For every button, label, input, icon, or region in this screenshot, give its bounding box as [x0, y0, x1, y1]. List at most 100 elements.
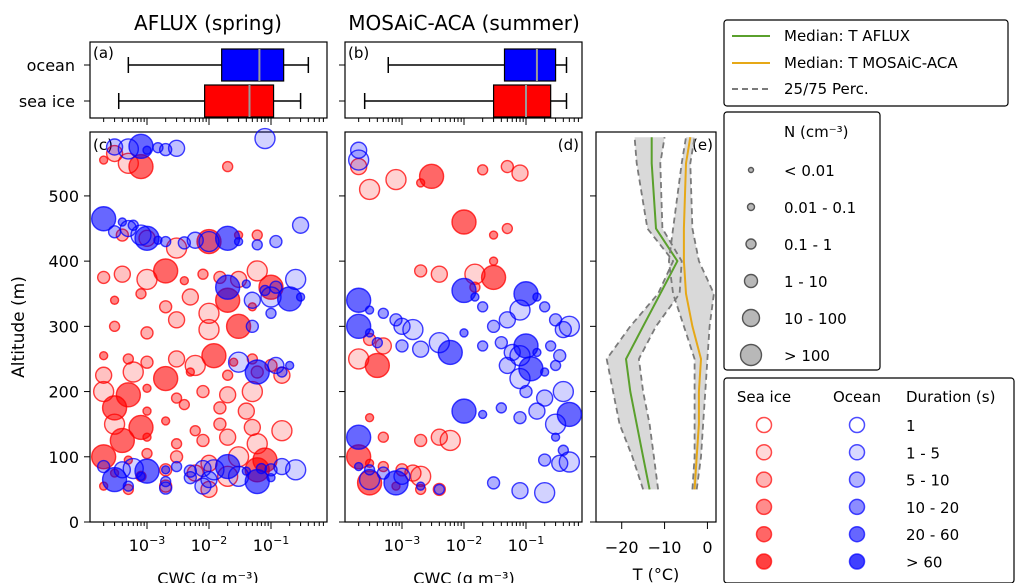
- scatter-point-ocean: [295, 292, 306, 302]
- scatter-point-seaice: [109, 427, 136, 454]
- legend-dur-seaice-marker: [755, 471, 773, 488]
- median-line: [624, 137, 679, 490]
- scatter-point-ocean: [511, 481, 529, 500]
- scatter-point-ocean: [533, 481, 556, 504]
- scatter-point-ocean: [528, 402, 546, 420]
- scatter-point-ocean: [498, 356, 517, 375]
- scatter-point-seaice: [178, 398, 191, 411]
- scatter-point-ocean: [134, 458, 160, 484]
- legend-n-label: 10 - 100: [784, 310, 847, 328]
- tick-base: 10: [129, 536, 149, 555]
- scatter-point-seaice: [364, 352, 391, 379]
- scatter-point-seaice: [500, 159, 515, 174]
- scatter-point-seaice: [501, 222, 514, 235]
- scatter-point-seaice: [413, 264, 428, 278]
- scatter-point-ocean: [470, 292, 480, 302]
- scatter-point-ocean: [537, 453, 552, 467]
- legend-dur-label: 1: [906, 417, 916, 435]
- scatter-point-seaice: [90, 444, 117, 470]
- scatter-point-seaice: [122, 361, 144, 383]
- scatter-point-seaice: [251, 229, 263, 241]
- scatter-point-ocean: [194, 477, 212, 495]
- scatter-point-ocean: [251, 239, 263, 251]
- scatter-point-ocean: [134, 225, 160, 252]
- legend-label-aflux: Median: T AFLUX: [784, 27, 910, 45]
- legend-dur-label: 5 - 10: [906, 472, 950, 490]
- scatter-point-ocean: [159, 235, 172, 248]
- scatter-point-ocean: [347, 149, 370, 171]
- scatter-point-seaice: [196, 433, 210, 448]
- legend-n-items: < 0.01 0.01 - 0.1 0.1 - 1 1 - 10 10 - 100 > 1…: [739, 162, 856, 367]
- scatter-point-ocean: [437, 339, 463, 366]
- scatter-point-ocean: [494, 335, 509, 350]
- scatter-point-ocean: [243, 291, 262, 309]
- profile-layer: [605, 137, 715, 490]
- scatter-point-seaice: [414, 483, 427, 496]
- scatter-point-seaice: [451, 209, 477, 235]
- legend-dur-seaice-marker: [755, 416, 773, 434]
- scatter-point-seaice: [243, 418, 262, 437]
- scatter-point-ocean: [276, 366, 288, 378]
- scatter-point-ocean: [153, 235, 163, 245]
- scatter-point-seaice: [228, 357, 239, 367]
- scatter-point-ocean: [532, 347, 542, 358]
- xlabel-cwc-c: CWC (g m⁻³): [157, 569, 258, 583]
- scatter-point-seaice: [385, 168, 407, 191]
- legend-dur-label: 10 - 20: [906, 499, 959, 517]
- box-iqr: [204, 84, 275, 118]
- scatter-point-ocean: [459, 328, 469, 338]
- scatter-point-seaice: [432, 482, 447, 497]
- legend-dur-seaice-marker: [755, 525, 773, 543]
- scatter-point-ocean: [233, 236, 244, 247]
- ylabel-altitude: Altitude (m): [9, 276, 29, 378]
- scatter-point-ocean: [254, 127, 276, 150]
- scatter-point-seaice: [488, 230, 499, 240]
- scatter-point-ocean: [269, 234, 283, 249]
- scatter-point-ocean: [183, 470, 198, 485]
- scatter-point-ocean: [539, 367, 550, 377]
- scatter-point-ocean: [358, 468, 381, 491]
- legend-n-marker: [747, 166, 755, 174]
- scatter-point-ocean: [535, 389, 554, 407]
- tick-base: 10: [253, 536, 273, 555]
- scatter-point-ocean: [101, 466, 128, 493]
- scatter-point-ocean: [244, 468, 270, 495]
- scatter-point-seaice: [152, 258, 179, 284]
- scatter-point-seaice: [213, 401, 227, 415]
- scatter-point-ocean: [152, 141, 164, 154]
- legend-n-marker: [743, 273, 759, 289]
- scatter-point-seaice: [237, 402, 256, 420]
- scatter-point-seaice: [181, 288, 200, 306]
- tag-a: (a): [93, 44, 114, 62]
- scatter-point-ocean: [160, 465, 171, 475]
- scatter-point-seaice: [158, 300, 173, 314]
- scatter-point-seaice: [140, 355, 154, 369]
- scatter-point-ocean: [518, 356, 544, 382]
- scatter-point-seaice: [98, 155, 109, 165]
- legend-label-perc: 25/75 Perc.: [784, 80, 869, 98]
- axes-layer: 10−3 10−2 10−1 10−3 10−2 10−10100200300400500…: [48, 118, 713, 557]
- scatter-point-seaice: [358, 178, 381, 201]
- scatter-point-ocean: [364, 328, 375, 338]
- scatter-point-ocean: [451, 398, 477, 424]
- y-tick-label: 200: [48, 383, 79, 402]
- scatter-point-ocean: [476, 340, 489, 352]
- scatter-point-seaice: [185, 367, 196, 377]
- scatter-point-ocean: [371, 336, 384, 349]
- legend-dur-ocean-marker: [848, 553, 866, 570]
- scatter-point-seaice: [364, 412, 375, 423]
- scatter-point-seaice: [404, 464, 422, 482]
- scatter-point-ocean: [477, 409, 488, 420]
- legend-n-title: N (cm⁻³): [784, 123, 848, 141]
- scatter-point-ocean: [244, 359, 270, 385]
- scatter-point-ocean: [276, 286, 303, 312]
- scatter-point-ocean: [476, 301, 489, 313]
- scatter-point-ocean: [558, 315, 581, 338]
- scatter-point-ocean: [353, 461, 364, 472]
- scatter-point-ocean: [167, 139, 186, 158]
- scatter-point-seaice: [96, 270, 111, 285]
- scatter-point-seaice: [196, 384, 210, 399]
- x-tick-label: 10−1: [508, 534, 545, 555]
- legend-col-seaice: Sea ice: [737, 388, 791, 406]
